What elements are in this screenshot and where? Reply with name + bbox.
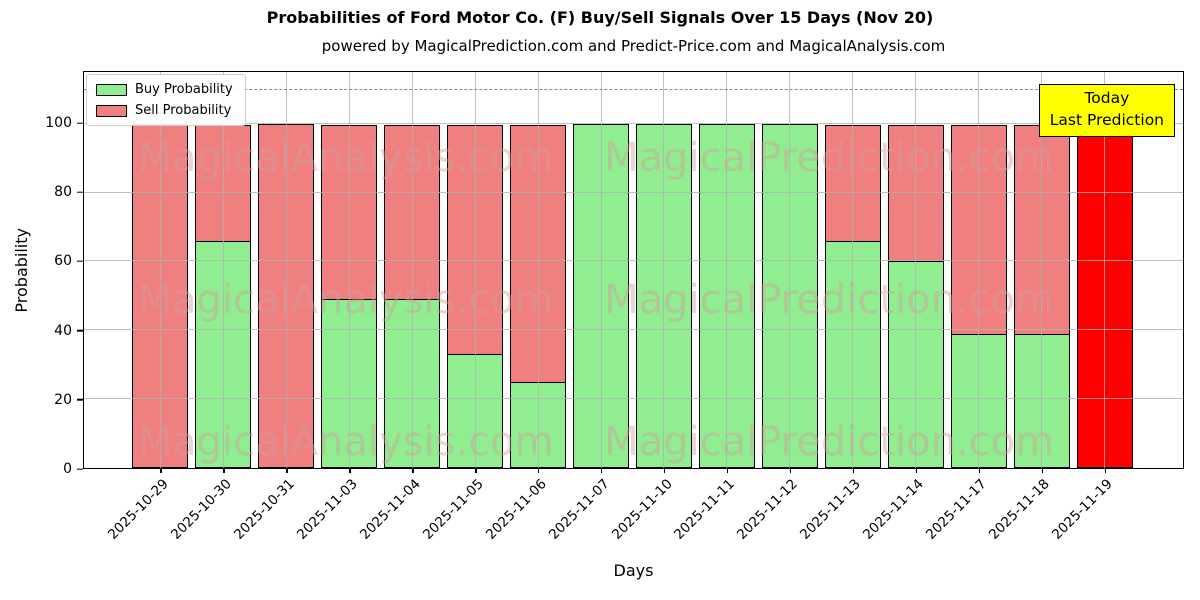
bar-group: 2025-11-06 xyxy=(483,72,570,543)
x-tick-label: 2025-11-03 xyxy=(293,476,361,543)
x-tick-mark xyxy=(538,468,540,473)
x-tick-label: 2025-11-19 xyxy=(1049,476,1116,543)
y-axis: 0 20 40 60 80 100 xyxy=(0,71,83,477)
x-tick-label: 2025-11-14 xyxy=(860,476,928,543)
x-tick-mark xyxy=(223,468,225,473)
x-gridline xyxy=(663,72,665,468)
x-tick-mark xyxy=(915,468,918,473)
x-tick-label: 2025-11-11 xyxy=(671,476,739,543)
bar-group: 2025-11-05 xyxy=(420,72,507,543)
x-tick-mark xyxy=(978,468,981,473)
today-annotation: Today Last Prediction xyxy=(1038,84,1175,138)
x-gridline xyxy=(915,72,917,468)
chart-subtitle: powered by MagicalPrediction.com and Pre… xyxy=(321,37,946,55)
y-tick-label: 40 xyxy=(54,322,72,339)
x-gridline xyxy=(348,72,350,468)
x-gridline xyxy=(789,72,791,468)
bar-group: 2025-10-29 xyxy=(105,72,192,543)
x-tick-label: 2025-10-30 xyxy=(167,476,235,543)
y-tick-label: 60 xyxy=(54,253,72,270)
x-gridline xyxy=(159,72,161,468)
x-tick-label: 2025-11-05 xyxy=(419,476,487,543)
y-tick-mark xyxy=(77,191,83,193)
x-tick-mark xyxy=(412,468,414,473)
x-tick-mark xyxy=(1104,468,1106,473)
x-tick-label: 2025-10-29 xyxy=(104,476,172,543)
bar-group: 2025-11-03 xyxy=(294,72,381,543)
bar-group: 2025-11-04 xyxy=(357,72,444,543)
legend-item-buy: Buy Probability xyxy=(96,82,233,97)
legend-swatch xyxy=(96,83,127,96)
reference-dashed-line xyxy=(84,89,1183,91)
x-tick-mark xyxy=(726,468,729,473)
x-tick-mark xyxy=(349,468,351,473)
x-gridline xyxy=(411,72,413,468)
x-tick-mark xyxy=(1041,468,1043,473)
x-tick-label: 2025-11-18 xyxy=(986,476,1053,543)
x-gridline xyxy=(537,72,539,468)
x-gridline xyxy=(978,72,980,468)
bar-group: 2025-10-30 xyxy=(168,72,255,543)
bars-row: 2025-10-29 2025-10-30 2025-10-31 2025-11-03… xyxy=(84,72,1183,543)
bar-group: 2025-11-17 xyxy=(923,72,1010,543)
y-tick-label: 20 xyxy=(54,391,72,408)
x-tick-mark xyxy=(789,468,792,473)
x-gridline xyxy=(600,72,602,468)
today-annotation-line1: Today xyxy=(1084,89,1130,107)
x-gridline xyxy=(852,72,854,468)
x-tick-label: 2025-11-12 xyxy=(734,476,802,543)
bar-group: 2025-11-11 xyxy=(671,72,758,543)
chart-title: Probabilities of Ford Motor Co. (F) Buy/… xyxy=(266,8,934,27)
x-tick-label: 2025-11-04 xyxy=(356,476,424,543)
x-tick-mark xyxy=(601,468,603,473)
x-gridline xyxy=(474,72,476,468)
legend-item-sell: Sell Probability xyxy=(96,103,233,118)
x-gridline xyxy=(285,72,287,468)
y-tick-label: 100 xyxy=(45,114,72,131)
x-axis-title: Days xyxy=(613,561,654,580)
plot-area: 2025-10-29 2025-10-30 2025-10-31 2025-11-03… xyxy=(83,71,1184,543)
y-tick-mark xyxy=(77,399,83,401)
x-tick-mark xyxy=(286,468,288,473)
bar-group: 2025-11-14 xyxy=(860,72,947,543)
bar-group: 2025-11-19 xyxy=(1049,72,1136,543)
y-tick-mark xyxy=(77,468,83,470)
x-gridline xyxy=(1104,72,1106,468)
x-tick-label: 2025-11-13 xyxy=(797,476,865,543)
x-tick-mark xyxy=(160,468,162,473)
y-tick-mark xyxy=(77,260,83,263)
legend-label: Buy Probability xyxy=(135,82,233,97)
bar-group: 2025-11-18 xyxy=(986,72,1073,543)
bar-group: 2025-11-12 xyxy=(734,72,821,543)
x-tick-label: 2025-11-07 xyxy=(545,476,613,543)
x-tick-label: 2025-11-06 xyxy=(482,476,550,543)
bar-group: 2025-10-31 xyxy=(231,72,318,543)
bar-group: 2025-11-10 xyxy=(608,72,696,543)
x-gridline xyxy=(222,72,224,468)
y-tick-label: 0 xyxy=(63,461,72,477)
y-tick-mark xyxy=(77,122,83,124)
legend-swatch xyxy=(96,104,127,117)
legend: Buy Probability Sell Probability xyxy=(86,74,246,126)
x-tick-label: 2025-11-10 xyxy=(608,476,676,543)
y-tick-label: 80 xyxy=(54,184,72,201)
bar-group: 2025-11-07 xyxy=(546,72,633,543)
bar-group: 2025-11-13 xyxy=(797,72,884,543)
x-tick-label: 2025-10-31 xyxy=(230,476,298,543)
x-gridline xyxy=(1041,72,1043,468)
x-tick-mark xyxy=(663,468,666,473)
x-tick-label: 2025-11-17 xyxy=(923,476,990,543)
today-annotation-line2: Last Prediction xyxy=(1049,110,1164,129)
x-tick-mark xyxy=(475,468,477,473)
legend-label: Sell Probability xyxy=(135,103,232,118)
x-gridline xyxy=(726,72,728,468)
y-tick-mark xyxy=(77,329,83,332)
x-tick-mark xyxy=(852,468,855,473)
